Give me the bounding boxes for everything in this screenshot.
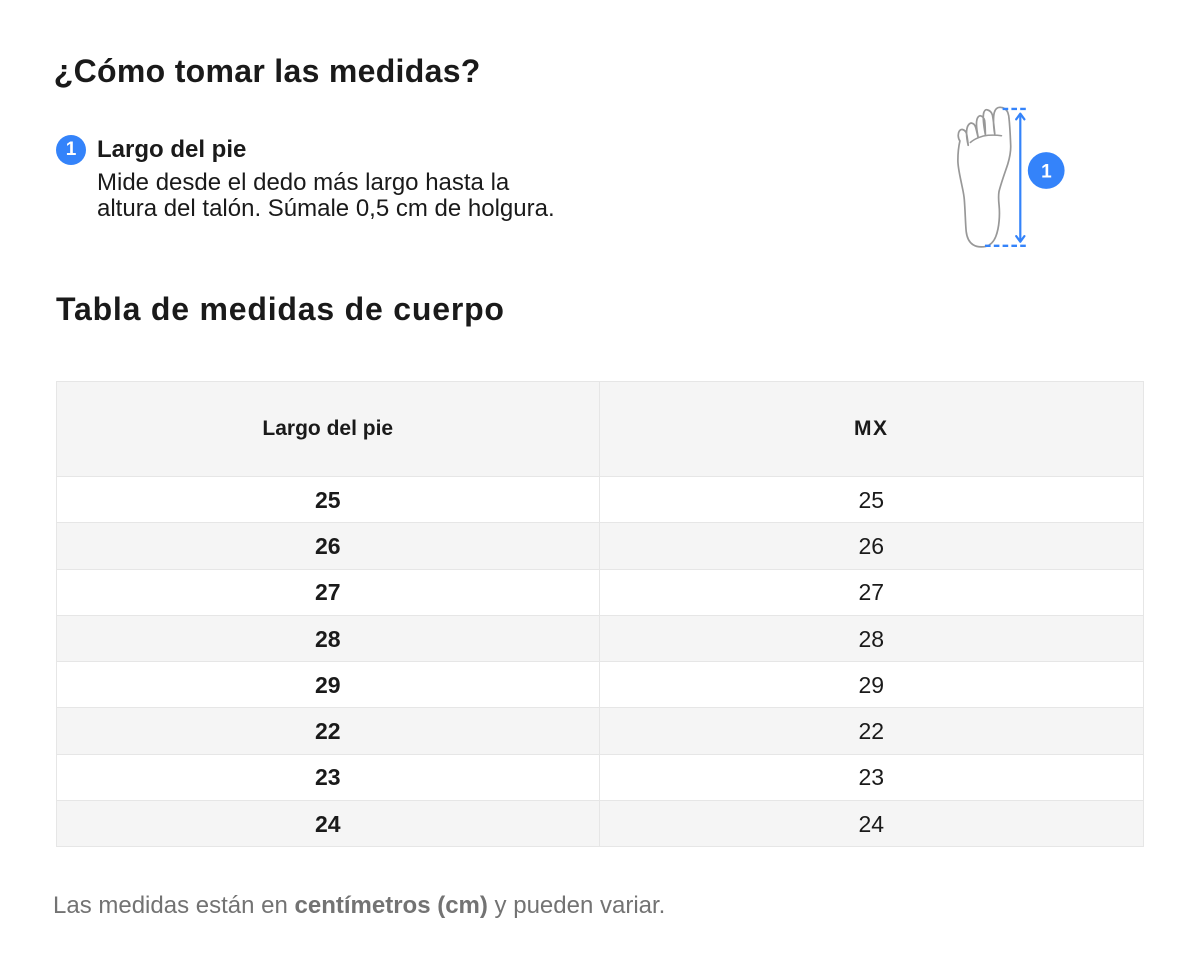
svg-text:1: 1 bbox=[1041, 161, 1052, 182]
